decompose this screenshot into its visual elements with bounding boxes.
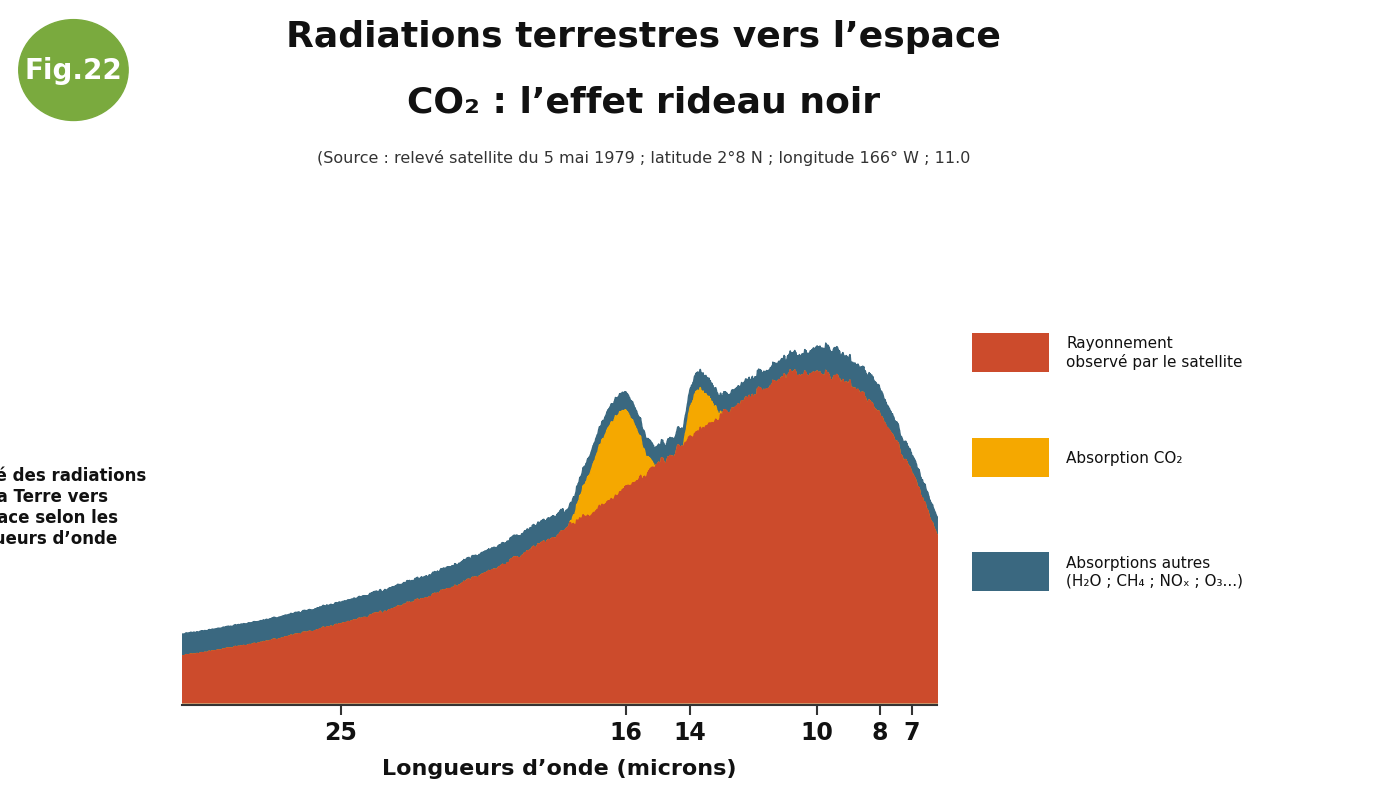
Text: (Source : relevé satellite du 5 mai 1979 ; latitude 2°8 N ; longitude 166° W ; 1: (Source : relevé satellite du 5 mai 1979… [316,150,971,166]
Text: Absorptions autres
(H₂O ; CH₄ ; NOₓ ; O₃...): Absorptions autres (H₂O ; CH₄ ; NOₓ ; O₃… [1066,556,1244,588]
X-axis label: Longueurs d’onde (microns): Longueurs d’onde (microns) [382,758,737,778]
Text: Intensité des radiations
de la Terre vers
l’espace selon les
longueurs d’onde: Intensité des radiations de la Terre ver… [0,466,147,547]
Text: Rayonnement
observé par le satellite: Rayonnement observé par le satellite [1066,336,1242,370]
Text: Fig.22: Fig.22 [25,57,122,85]
Text: CO₂ : l’effet rideau noir: CO₂ : l’effet rideau noir [407,85,880,119]
Text: Radiations terrestres vers l’espace: Radiations terrestres vers l’espace [287,20,1000,54]
Text: Absorption CO₂: Absorption CO₂ [1066,451,1182,466]
Circle shape [18,20,129,122]
